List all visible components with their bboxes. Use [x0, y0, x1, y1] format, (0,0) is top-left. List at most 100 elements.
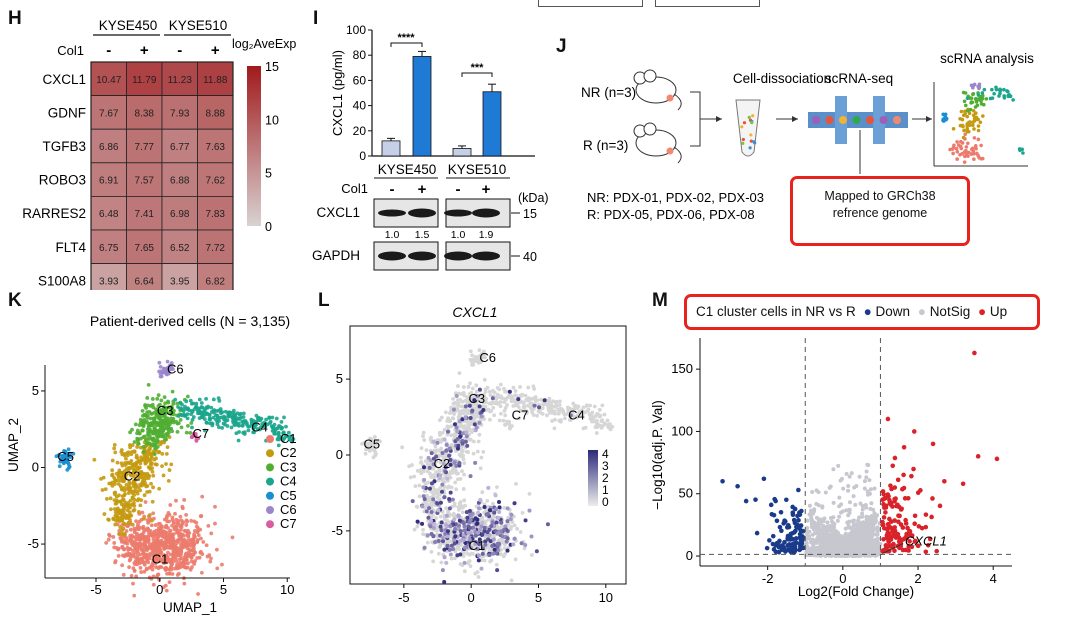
umap-l-expr-point — [449, 552, 453, 556]
umap-l-expr-point — [520, 541, 524, 545]
umap-k-point — [99, 477, 103, 481]
umap-l-point — [418, 495, 422, 499]
umap-l-expr-point — [496, 516, 500, 520]
umap-k-point — [215, 548, 219, 552]
heatmap-cell-value: 7.63 — [206, 142, 226, 153]
umap-k-point — [191, 418, 195, 422]
umap-l-point — [461, 510, 465, 514]
mini-umap-point — [972, 150, 976, 154]
umap-k-point — [129, 452, 133, 456]
mini-umap-point — [981, 114, 985, 118]
umap-k-point — [148, 513, 152, 517]
umap-l-expr-point — [416, 520, 420, 524]
mini-umap-point — [966, 96, 970, 100]
umap-l-cluster-label: C7 — [512, 408, 529, 423]
elisa-y-label: CXCL1 (pg/ml) — [330, 50, 345, 136]
umap-l-point — [419, 468, 423, 472]
umap-l-expr-point — [445, 534, 449, 538]
umap-k-point — [208, 417, 212, 421]
umap-k-x-tick-label: 10 — [280, 582, 294, 597]
umap-l-point — [477, 575, 481, 579]
umap-l-expr-point — [442, 548, 446, 552]
umap-l-point — [460, 450, 464, 454]
umap-k-point — [164, 539, 168, 543]
umap-l-expr-point — [523, 543, 527, 547]
umap-l-point — [535, 414, 539, 418]
umap-k-point — [107, 538, 111, 542]
umap-k-point — [182, 498, 186, 502]
umap-k-point — [111, 535, 115, 539]
umap-k-point — [150, 412, 154, 416]
umap-k-point — [178, 557, 182, 561]
umap-l-expr-point — [483, 526, 487, 530]
umap-l-expr-point — [470, 409, 474, 413]
umap-l-point — [530, 408, 534, 412]
umap-k-point — [159, 399, 163, 403]
umap-k-point — [168, 580, 172, 584]
umap-k-point — [166, 445, 170, 449]
umap-l-point — [480, 456, 484, 460]
umap-l-expr-point — [430, 532, 434, 536]
mini-umap-point — [991, 96, 995, 100]
umap-l-expr-point — [492, 511, 496, 515]
umap-l-expr-point — [506, 549, 510, 553]
mini-umap-point — [963, 150, 967, 154]
umap-k-point — [154, 547, 158, 551]
umap-l-expr-point — [463, 561, 467, 565]
umap-k-point — [242, 419, 246, 423]
umap-k-point — [176, 430, 180, 434]
heatmap-treatment-mark: + — [211, 42, 220, 59]
heatmap-group-label: KYSE450 — [99, 18, 158, 33]
elisa-bar — [413, 56, 431, 156]
umap-l-point — [429, 475, 433, 479]
umap-k-point — [128, 554, 132, 558]
umap-l-expr-point — [445, 476, 449, 480]
umap-l-point — [519, 530, 523, 534]
umap-l-expr-point — [456, 437, 460, 441]
umap-l-point — [518, 385, 522, 389]
umap-k-point — [130, 534, 134, 538]
umap-l-expr-point — [439, 501, 443, 505]
umap-k-point — [128, 559, 132, 563]
umap-k-point — [129, 528, 133, 532]
western-band — [444, 252, 472, 261]
umap-k-point — [148, 434, 152, 438]
umap-k-point — [121, 494, 125, 498]
umap-k-point — [166, 423, 170, 427]
umap-l-expr-point — [529, 534, 533, 538]
umap-k-point — [224, 410, 228, 414]
umap-l-point — [488, 390, 492, 394]
tube-cell — [742, 138, 745, 141]
umap-k-y-tick-label: 5 — [32, 383, 39, 398]
mini-umap-point — [952, 143, 956, 147]
umap-k-point — [155, 434, 159, 438]
umap-k-point — [179, 542, 183, 546]
mouse-ear — [644, 123, 656, 135]
mini-umap-point — [977, 124, 981, 128]
umap-k-point — [117, 471, 121, 475]
umap-k-y-label: UMAP_2 — [6, 418, 21, 472]
chip-bead — [826, 116, 834, 124]
umap-k-point — [223, 423, 227, 427]
mini-umap-point — [979, 144, 983, 148]
umap-l-expr-point — [465, 444, 469, 448]
umap-k-point — [175, 553, 179, 557]
umap-k-point — [138, 539, 142, 543]
umap-l-expr-point — [481, 408, 485, 412]
umap-l-expr-point — [537, 405, 541, 409]
umap-l-expr-point — [430, 451, 434, 455]
umap-l-expr-point — [442, 580, 446, 584]
umap-k-point — [120, 488, 124, 492]
mini-umap-point — [977, 129, 981, 133]
umap-l-point — [430, 550, 434, 554]
umap-k-point — [164, 525, 168, 529]
umap-k-point — [271, 426, 275, 430]
umap-k-point — [194, 402, 198, 406]
tube-icon — [736, 100, 760, 156]
umap-k-point — [150, 523, 154, 527]
umap-k-point — [177, 537, 181, 541]
umap-k-point — [120, 563, 124, 567]
umap-l-point — [462, 385, 466, 389]
umap-l-expr-point — [441, 568, 445, 572]
umap-l-expr-point — [423, 546, 427, 550]
